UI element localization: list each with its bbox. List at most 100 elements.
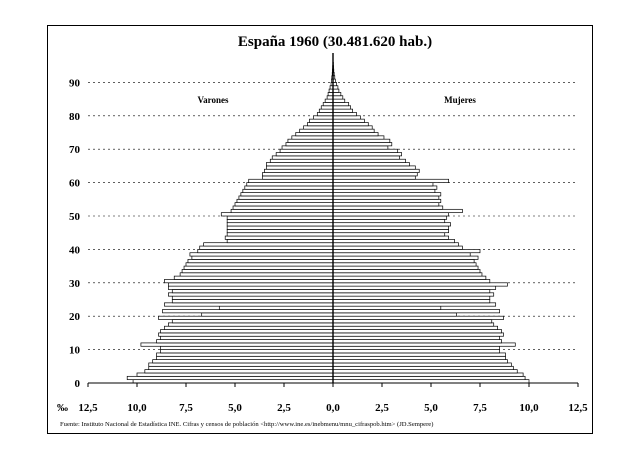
bar-mujeres-age-43 bbox=[332, 235, 449, 240]
bar-varones-age-22 bbox=[218, 305, 334, 310]
bar-varones-age-33 bbox=[181, 269, 334, 274]
y-tick-label-60: 60 bbox=[69, 178, 81, 190]
bar-mujeres-age-47 bbox=[332, 222, 451, 227]
bar-varones-age-85 bbox=[326, 95, 334, 100]
bar-mujeres-age-27 bbox=[332, 289, 491, 294]
bar-varones-age-21 bbox=[162, 309, 334, 314]
bar-mujeres-age-26 bbox=[332, 292, 495, 297]
bar-mujeres-age-66 bbox=[332, 158, 406, 163]
bar-mujeres-age-40 bbox=[332, 245, 463, 250]
bar-varones-age-69 bbox=[279, 148, 334, 153]
bar-mujeres-age-62 bbox=[332, 172, 418, 177]
bar-mujeres-age-86 bbox=[332, 92, 342, 97]
x-tick-label-10: 12,5 bbox=[568, 402, 588, 414]
bar-mujeres-age-10 bbox=[332, 345, 500, 350]
bar-mujeres-age-42 bbox=[332, 239, 455, 244]
bar-varones-age-59 bbox=[246, 182, 334, 187]
bar-varones-age-65 bbox=[266, 162, 334, 167]
bar-mujeres-age-45 bbox=[332, 229, 449, 234]
bar-mujeres-age-63 bbox=[332, 168, 420, 173]
bar-varones-age-75 bbox=[299, 128, 334, 133]
bar-mujeres-age-17 bbox=[332, 322, 495, 327]
bar-varones-age-48 bbox=[226, 218, 334, 224]
bar-mujeres-age-87 bbox=[332, 88, 340, 93]
bar-mujeres-age-51 bbox=[332, 208, 463, 214]
bar-mujeres-age-80 bbox=[332, 112, 357, 117]
bar-mujeres-age-61 bbox=[332, 175, 416, 180]
bar-mujeres-age-38 bbox=[332, 252, 471, 257]
bar-varones-age-62 bbox=[262, 172, 334, 177]
bar-varones-age-20 bbox=[201, 312, 334, 317]
bar-mujeres-age-21 bbox=[332, 309, 500, 314]
bar-varones-age-38 bbox=[189, 252, 334, 257]
bar-varones-age-84 bbox=[324, 98, 334, 103]
bar-varones-age-9 bbox=[160, 349, 334, 354]
bar-varones-age-77 bbox=[307, 122, 334, 127]
bar-varones-age-57 bbox=[242, 188, 334, 193]
bar-varones-age-49 bbox=[226, 215, 334, 220]
bar-varones-age-82 bbox=[320, 105, 334, 110]
bar-varones-age-83 bbox=[322, 102, 334, 107]
bar-varones-age-5 bbox=[148, 362, 334, 367]
bar-mujeres-age-13 bbox=[332, 335, 500, 340]
bar-mujeres-age-16 bbox=[332, 325, 498, 330]
bar-mujeres-age-67 bbox=[332, 155, 400, 160]
x-unit-label: ‰ bbox=[57, 402, 68, 414]
bar-varones-age-76 bbox=[303, 125, 334, 130]
bar-varones-age-7 bbox=[156, 355, 334, 360]
bar-varones-age-17 bbox=[168, 322, 334, 327]
bar-mujeres-age-31 bbox=[332, 275, 487, 280]
bar-varones-age-43 bbox=[224, 235, 334, 240]
bar-mujeres-age-64 bbox=[332, 165, 416, 170]
bar-varones-age-35 bbox=[185, 262, 334, 267]
bar-varones-age-8 bbox=[156, 352, 334, 357]
bar-mujeres-age-34 bbox=[332, 265, 479, 270]
axes bbox=[87, 53, 579, 387]
bar-varones-age-60 bbox=[248, 178, 334, 183]
bar-varones-age-15 bbox=[160, 329, 334, 334]
bar-mujeres-age-60 bbox=[332, 178, 449, 183]
bar-mujeres-age-35 bbox=[332, 262, 477, 267]
bar-varones-age-41 bbox=[203, 242, 334, 247]
bar-varones-age-55 bbox=[238, 195, 334, 200]
bar-varones-age-28 bbox=[168, 285, 334, 290]
bar-varones-age-1 bbox=[126, 375, 334, 381]
bar-mujeres-age-20 bbox=[332, 312, 457, 317]
bar-mujeres-age-54 bbox=[332, 198, 442, 203]
y-tick-label-70: 70 bbox=[69, 144, 81, 156]
bar-mujeres-age-7 bbox=[332, 355, 506, 360]
footnote: Fuente: Instituto Nacional de Estadístic… bbox=[60, 421, 433, 428]
legend-label-varones: Varones bbox=[197, 95, 229, 105]
bar-mujeres-age-23 bbox=[332, 302, 497, 307]
bar-mujeres-age-8 bbox=[332, 352, 506, 357]
bar-varones-age-52 bbox=[232, 205, 334, 210]
x-tick-label-5: 0,0 bbox=[326, 402, 340, 414]
bar-mujeres-age-71 bbox=[332, 142, 393, 147]
bar-varones-age-19 bbox=[158, 315, 334, 320]
bar-varones-age-46 bbox=[226, 225, 334, 230]
bar-varones-age-78 bbox=[309, 118, 334, 123]
y-tick-label-40: 40 bbox=[69, 244, 81, 256]
x-tick-label-8: 7,5 bbox=[473, 402, 487, 414]
bar-varones-age-53 bbox=[234, 202, 334, 207]
bar-mujeres-age-70 bbox=[332, 145, 389, 150]
chart-title: España 1960 (30.481.620 hab.) bbox=[238, 34, 432, 50]
bar-varones-age-36 bbox=[187, 259, 334, 264]
bar-mujeres-age-30 bbox=[332, 279, 491, 284]
x-tick-label-3: 5,0 bbox=[228, 402, 242, 414]
bar-mujeres-age-9 bbox=[332, 349, 500, 354]
bar-varones-age-68 bbox=[275, 152, 334, 157]
bar-mujeres-age-53 bbox=[332, 202, 440, 207]
bar-mujeres-age-50 bbox=[332, 212, 449, 217]
bar-mujeres-age-82 bbox=[332, 105, 351, 110]
bar-mujeres-age-75 bbox=[332, 128, 375, 133]
bar-varones-age-11 bbox=[140, 342, 334, 347]
bar-varones-age-23 bbox=[164, 302, 334, 307]
x-tick-label-6: 2,5 bbox=[375, 402, 389, 414]
bar-mujeres-age-68 bbox=[332, 152, 402, 157]
bar-mujeres-age-4 bbox=[332, 365, 514, 370]
bar-varones-age-80 bbox=[316, 112, 334, 117]
bar-varones-age-6 bbox=[152, 359, 334, 364]
bar-varones-age-26 bbox=[168, 292, 334, 297]
bar-mujeres-age-11 bbox=[332, 342, 516, 347]
